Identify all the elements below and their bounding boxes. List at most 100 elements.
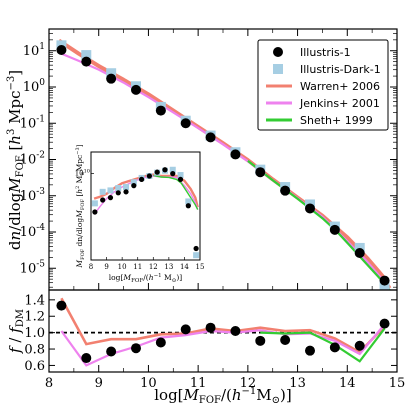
inset-dark-square [193,252,200,259]
inset-panel: 8 9 10 11 12 13 14 15 1010 log[MFOF/(h−1 M⊙)] MFOF… [75,144,205,284]
illustris-circle-point [180,118,191,129]
legend-label: Illustris-1 [300,46,351,59]
x-tick-label: 14 [339,376,356,391]
inset-illustris-circle [92,209,98,215]
ratio-y-tick-label: 1.0 [24,326,45,341]
illustris-circle-point [131,84,141,95]
ratio-y-tick-label: 1.4 [24,293,45,308]
inset-y-axis-label: MFOF dn/dlogMFOF [h2 M⊙Mpc−3] [75,144,86,268]
inset-dark-square [177,172,184,179]
inset-illustris-circle [131,183,137,189]
ratio-panel: 0.60.8 1.01.2 1.4 8 9 10 11 12 13 14 15 [24,289,405,391]
main-y-axis-label: dn/dlogMFOF [h3 Mpc−3] [6,70,26,250]
illustris-circle-point [354,248,365,259]
inset-illustris-circle [193,245,199,252]
inset-illustris-circle [115,190,121,196]
inset-line [153,174,199,210]
legend-label: Illustris-Dark-1 [300,63,381,76]
legend-label: Warren+ 2006 [300,80,380,93]
x-tick-label: 9 [95,376,103,391]
ratio-illustris-point [205,322,216,333]
inset-x-tick-label: 14 [180,263,189,271]
inset-x-tick-label: 8 [89,263,93,271]
legend-marker-illustris [273,47,283,57]
main-y-tick-label: 10-5 [20,259,46,276]
inset-dark-square [130,179,137,186]
illustris-circle-point [81,56,92,67]
ratio-y-tick-label: 0.8 [24,343,45,358]
main-line-sheth [247,160,391,290]
dark-square-point [354,242,365,253]
inset-illustris-circle [162,167,168,173]
inset-dark-square [185,198,192,205]
legend-marker-dark [273,64,283,74]
inset-illustris-circle [177,176,184,182]
legend-label: Sheth+ 1999 [300,114,373,127]
inset-frame [90,151,201,261]
ratio-y-axis-label: f / fDM [6,309,26,354]
inset-illustris-circle [139,176,145,182]
illustris-circle-point [379,275,390,286]
inset-illustris-circle [170,171,176,177]
ratio-illustris-point [379,318,390,329]
main-y-tick-label: 10-4 [20,223,46,240]
inset-illustris-circle [100,197,106,203]
inset-y-tick-label: 1010 [75,169,90,178]
inset-dark-square [107,187,114,194]
ratio-line [60,297,386,354]
x-axis-label: log[MFOF/(h−1M⊙)] [154,386,292,406]
ratio-illustris-point [329,342,340,353]
legend-box [257,39,389,131]
ratio-illustris-point [280,335,291,346]
inset-background [91,152,200,260]
x-tick-label: 10 [140,376,157,391]
illustris-circle-point [230,149,241,160]
x-tick-label: 12 [240,376,257,391]
inset-dark-square [91,200,98,207]
inset-dark-square [169,166,176,173]
inset-x-tick-label: 11 [133,263,142,271]
inset-x-tick-label: 15 [196,263,205,271]
ratio-y-tick-label: 0.6 [24,359,45,374]
inset-dark-square [115,185,122,191]
inset-illustris-circle [107,195,114,201]
ratio-illustris-point [230,326,241,336]
illustris-circle-point [329,224,340,235]
illustris-circle-point [155,105,166,116]
main-y-tick-label: 100 [23,78,46,95]
main-y-tick-label: 10-3 [20,187,46,204]
illustris-circle-point [280,185,291,196]
dark-square-point [106,68,117,79]
inset-x-axis-label: log[MFOF/(h−1 M⊙)] [109,273,183,284]
inset-x-tick-label: 13 [164,263,173,271]
x-tick-label: 8 [45,376,53,391]
ratio-illustris-point [305,345,315,356]
inset-illustris-circle [123,189,129,195]
ratio-illustris-point [131,343,141,354]
ratio-illustris-point [56,300,67,311]
x-tick-label: 13 [289,376,306,391]
illustris-circle-point [106,73,117,84]
ratio-illustris-point [155,337,166,348]
inset-illustris-circle [185,203,191,209]
legend: Illustris-1 Illustris-Dark-1 Warren+ 2006 J… [257,39,389,131]
main-panel: 101 100 10-1 10-2 10-3 10-4 10-5 [20,28,398,291]
illustris-circle-point [255,167,266,178]
main-y-tick-label: 10-2 [20,151,45,168]
illustris-circle-point [205,132,216,143]
inset-illustris-circle [154,169,160,175]
ratio-line [260,327,386,363]
ratio-illustris-point [354,340,365,351]
inset-x-tick-label: 12 [149,263,158,271]
illustris-circle-point [305,203,315,214]
ratio-illustris-point [106,346,117,357]
main-y-tick-label: 101 [23,42,45,59]
inset-illustris-circle [146,173,152,179]
ratio-illustris-point [180,324,191,335]
ratio-y-tick-label: 1.2 [24,310,45,325]
x-tick-label: 11 [190,376,207,391]
inset-x-tick-label: 9 [104,263,108,271]
legend-label: Jenkins+ 2001 [299,97,380,110]
inset-x-tick-label: 10 [118,263,127,271]
